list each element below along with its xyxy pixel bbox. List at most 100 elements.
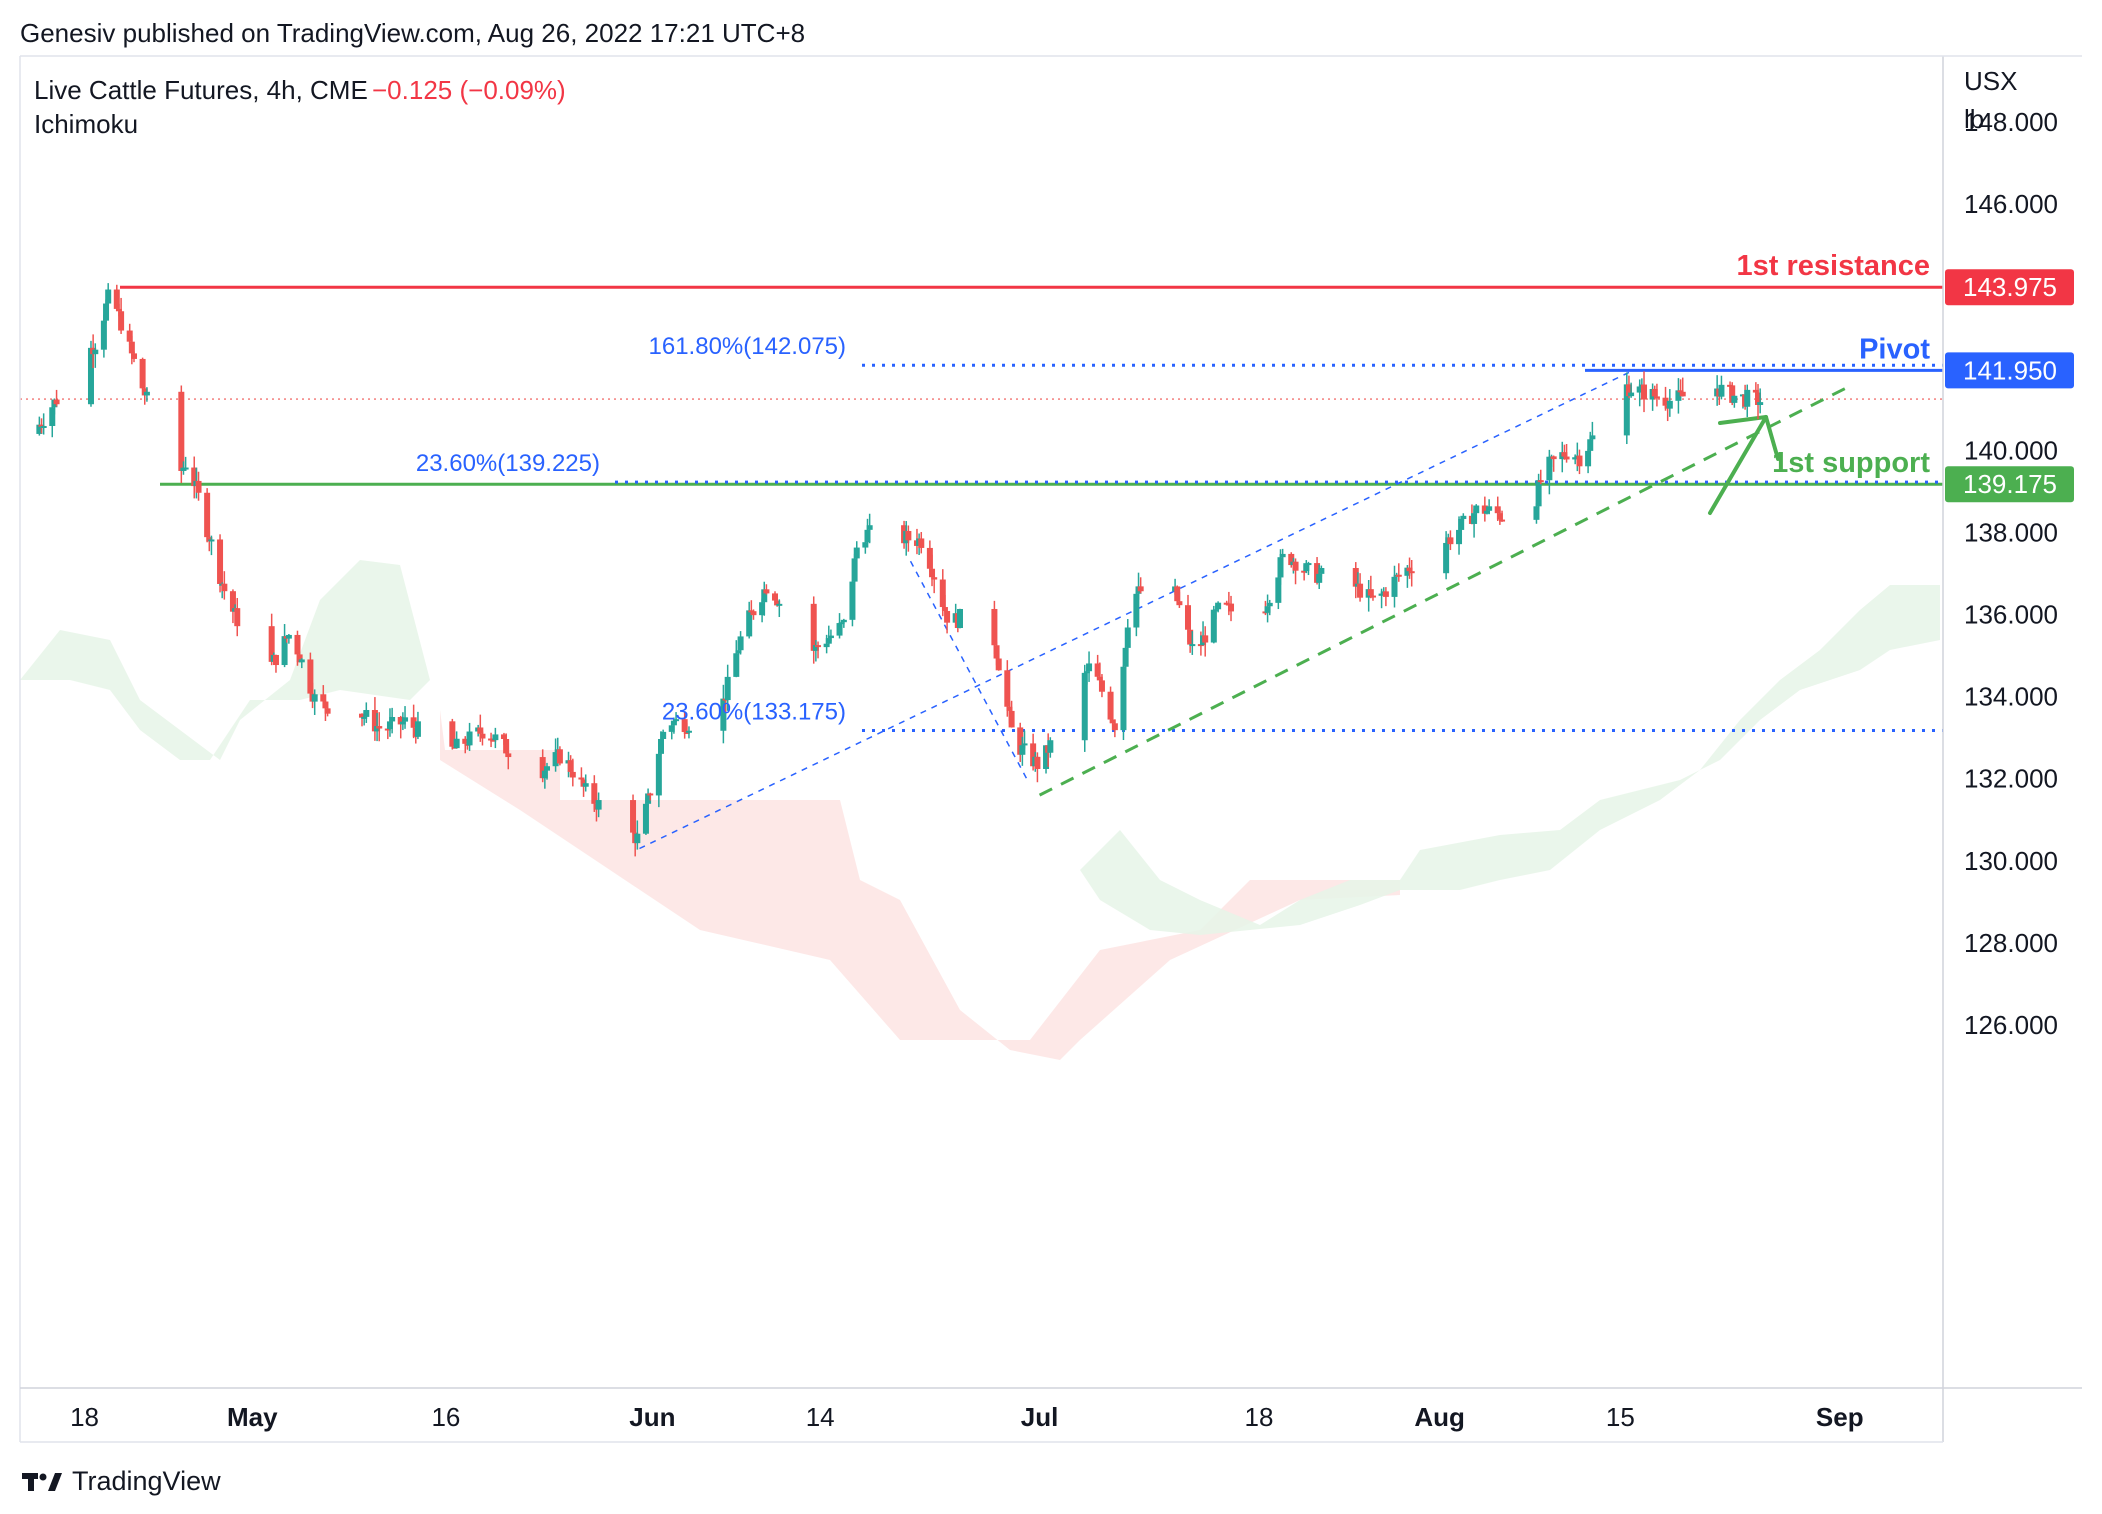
candle-body [735,650,742,654]
y-tick-label: 146.000 [1964,189,2058,219]
candle [1034,752,1041,783]
candle [221,571,228,600]
candle-body [683,732,690,735]
candle-body [1406,567,1413,572]
support-tag [1945,466,2074,503]
candle-body [862,542,869,548]
candle-body [115,308,122,312]
candle-body [569,771,576,778]
candle [1107,686,1114,724]
candle [552,738,559,772]
candle-body [128,341,135,354]
candle [1047,737,1054,758]
candle-body [1275,577,1282,603]
candle-body [479,733,486,739]
candle-body [1133,593,1140,628]
candle [1137,577,1144,594]
candle [38,418,45,434]
candle-body [363,710,370,717]
candle [746,601,753,639]
candle [685,726,692,739]
candle [1391,565,1398,608]
candle [229,589,236,624]
candle-body [1473,505,1480,514]
candle [1187,620,1194,653]
candle-body [1019,745,1026,755]
candle [307,652,314,700]
unit-top: USX [1964,66,2018,96]
candle [49,403,56,438]
candle-body [1677,390,1684,393]
candle [1550,455,1557,472]
candle-body [1546,456,1553,481]
candle-body [1537,480,1544,483]
candle [105,283,112,307]
candle-body [1266,602,1273,607]
candle [1675,378,1682,414]
candle [195,471,202,501]
candlestick-series [36,283,1764,857]
candle-body [296,654,303,663]
x-tick-label: 14 [806,1402,835,1432]
candle-body [311,694,318,702]
time-axis: 18 May 16 Jun 14 Jul 18 Aug 15 Sep [70,1402,1864,1432]
candle-body [1641,384,1648,400]
candle-body [285,634,292,639]
candle-body [1008,710,1015,728]
candle [204,488,211,543]
candle-body [384,728,391,731]
symbol-title: Live Cattle Futures, 4h, CME [34,75,368,105]
candle-body [776,603,783,606]
candle-body [993,645,1000,659]
candle [836,613,843,639]
candle-body [1533,506,1540,520]
candle-body [851,558,858,582]
candle-body [853,547,860,559]
candle [1589,421,1596,441]
candle [827,629,834,642]
y-tick-label: 140.000 [1964,435,2058,465]
candle-body [1561,452,1568,457]
candle [397,715,404,739]
candle-body [582,783,589,787]
candle-body [1096,676,1103,681]
footer-brand[interactable]: TradingView [22,1466,221,1497]
pivot-tag-text: 141.950 [1963,355,2057,385]
candle [991,600,998,655]
projection-arrow-head [1718,415,1780,461]
candle-body [685,730,692,733]
candle [503,733,510,754]
candle [1122,646,1129,670]
candle-body [630,800,637,833]
candle-body [642,803,649,834]
candle [1576,449,1583,475]
candle-body [1486,506,1493,511]
candle [941,594,948,613]
candle-body [38,424,45,427]
candle-body [492,734,499,741]
candle-body [376,726,383,729]
candle [660,729,667,746]
y-tick-label: 132.000 [1964,764,2058,794]
candle [1628,382,1635,398]
candle-body [724,676,731,701]
candle-body [668,725,675,732]
candle-body [1718,384,1725,397]
candle [595,792,602,818]
candle [1458,518,1465,542]
candle [389,707,396,734]
candle [1447,530,1454,551]
candle-body [681,719,688,733]
candle [1563,444,1570,463]
annotation-labels: 143.975 141.950 139.175 1st resistance Pivot… [416,250,2074,725]
candle-body [1666,400,1673,409]
candle [402,706,409,729]
candle-body [1481,505,1488,514]
candle-body [1316,573,1323,583]
candle-body [1752,389,1759,393]
candle [1176,591,1183,608]
candle-body [1305,563,1312,566]
candle-body [991,608,998,646]
candle [825,625,832,646]
candle [1357,573,1364,602]
